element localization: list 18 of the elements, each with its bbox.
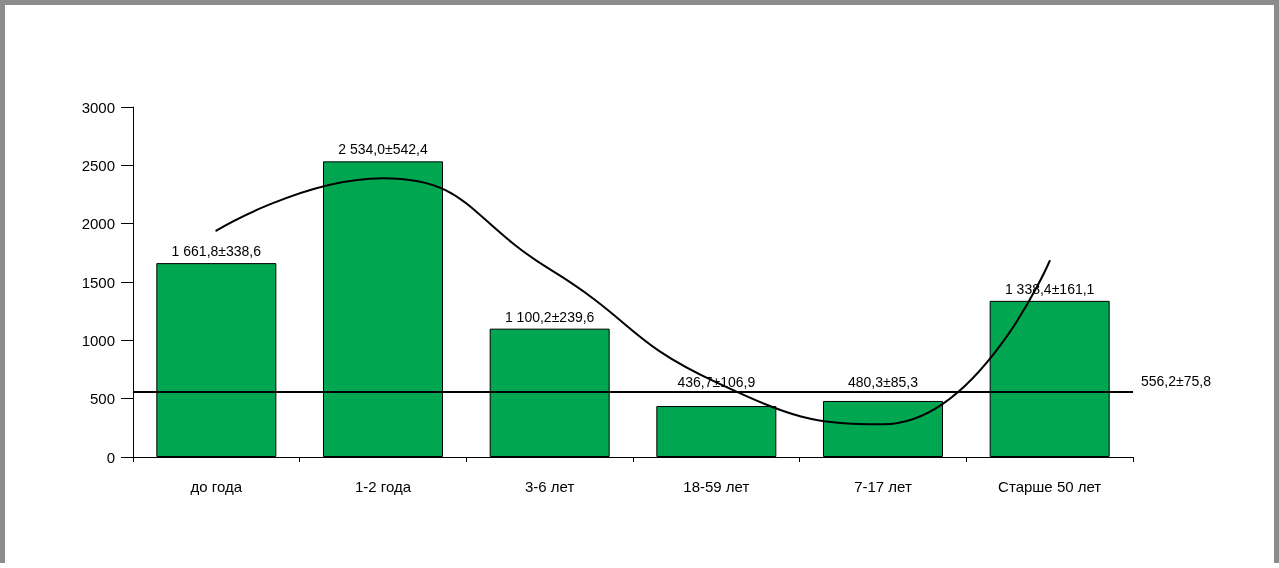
y-tick-label: 1500 — [81, 273, 115, 291]
data-label: 1 100,2±239,6 — [504, 308, 595, 325]
data-label: 2 534,0±542,4 — [338, 141, 428, 158]
y-tick-label: 2000 — [81, 215, 115, 233]
x-tick-label: 1-2 года — [354, 478, 412, 495]
y-tick-label: 3000 — [81, 98, 115, 116]
x-tick-label: 7-17 лет — [854, 478, 912, 495]
x-tick-label: Старше 50 лет — [998, 478, 1102, 495]
x-tick-label: до года — [190, 478, 243, 495]
ref-line-label: 556,2±75,8 — [1141, 373, 1212, 390]
y-tick-label: 500 — [89, 390, 115, 408]
y-tick-label: 1000 — [81, 331, 115, 349]
data-label: 480,3±85,3 — [848, 374, 919, 391]
y-tick-label: 2500 — [81, 156, 115, 174]
x-tick-label: 3-6 лет — [525, 478, 575, 495]
x-tick-label: 18-59 лет — [683, 478, 750, 495]
y-tick-label: 0 — [106, 448, 115, 466]
data-label: 1 661,8±338,6 — [171, 243, 262, 260]
